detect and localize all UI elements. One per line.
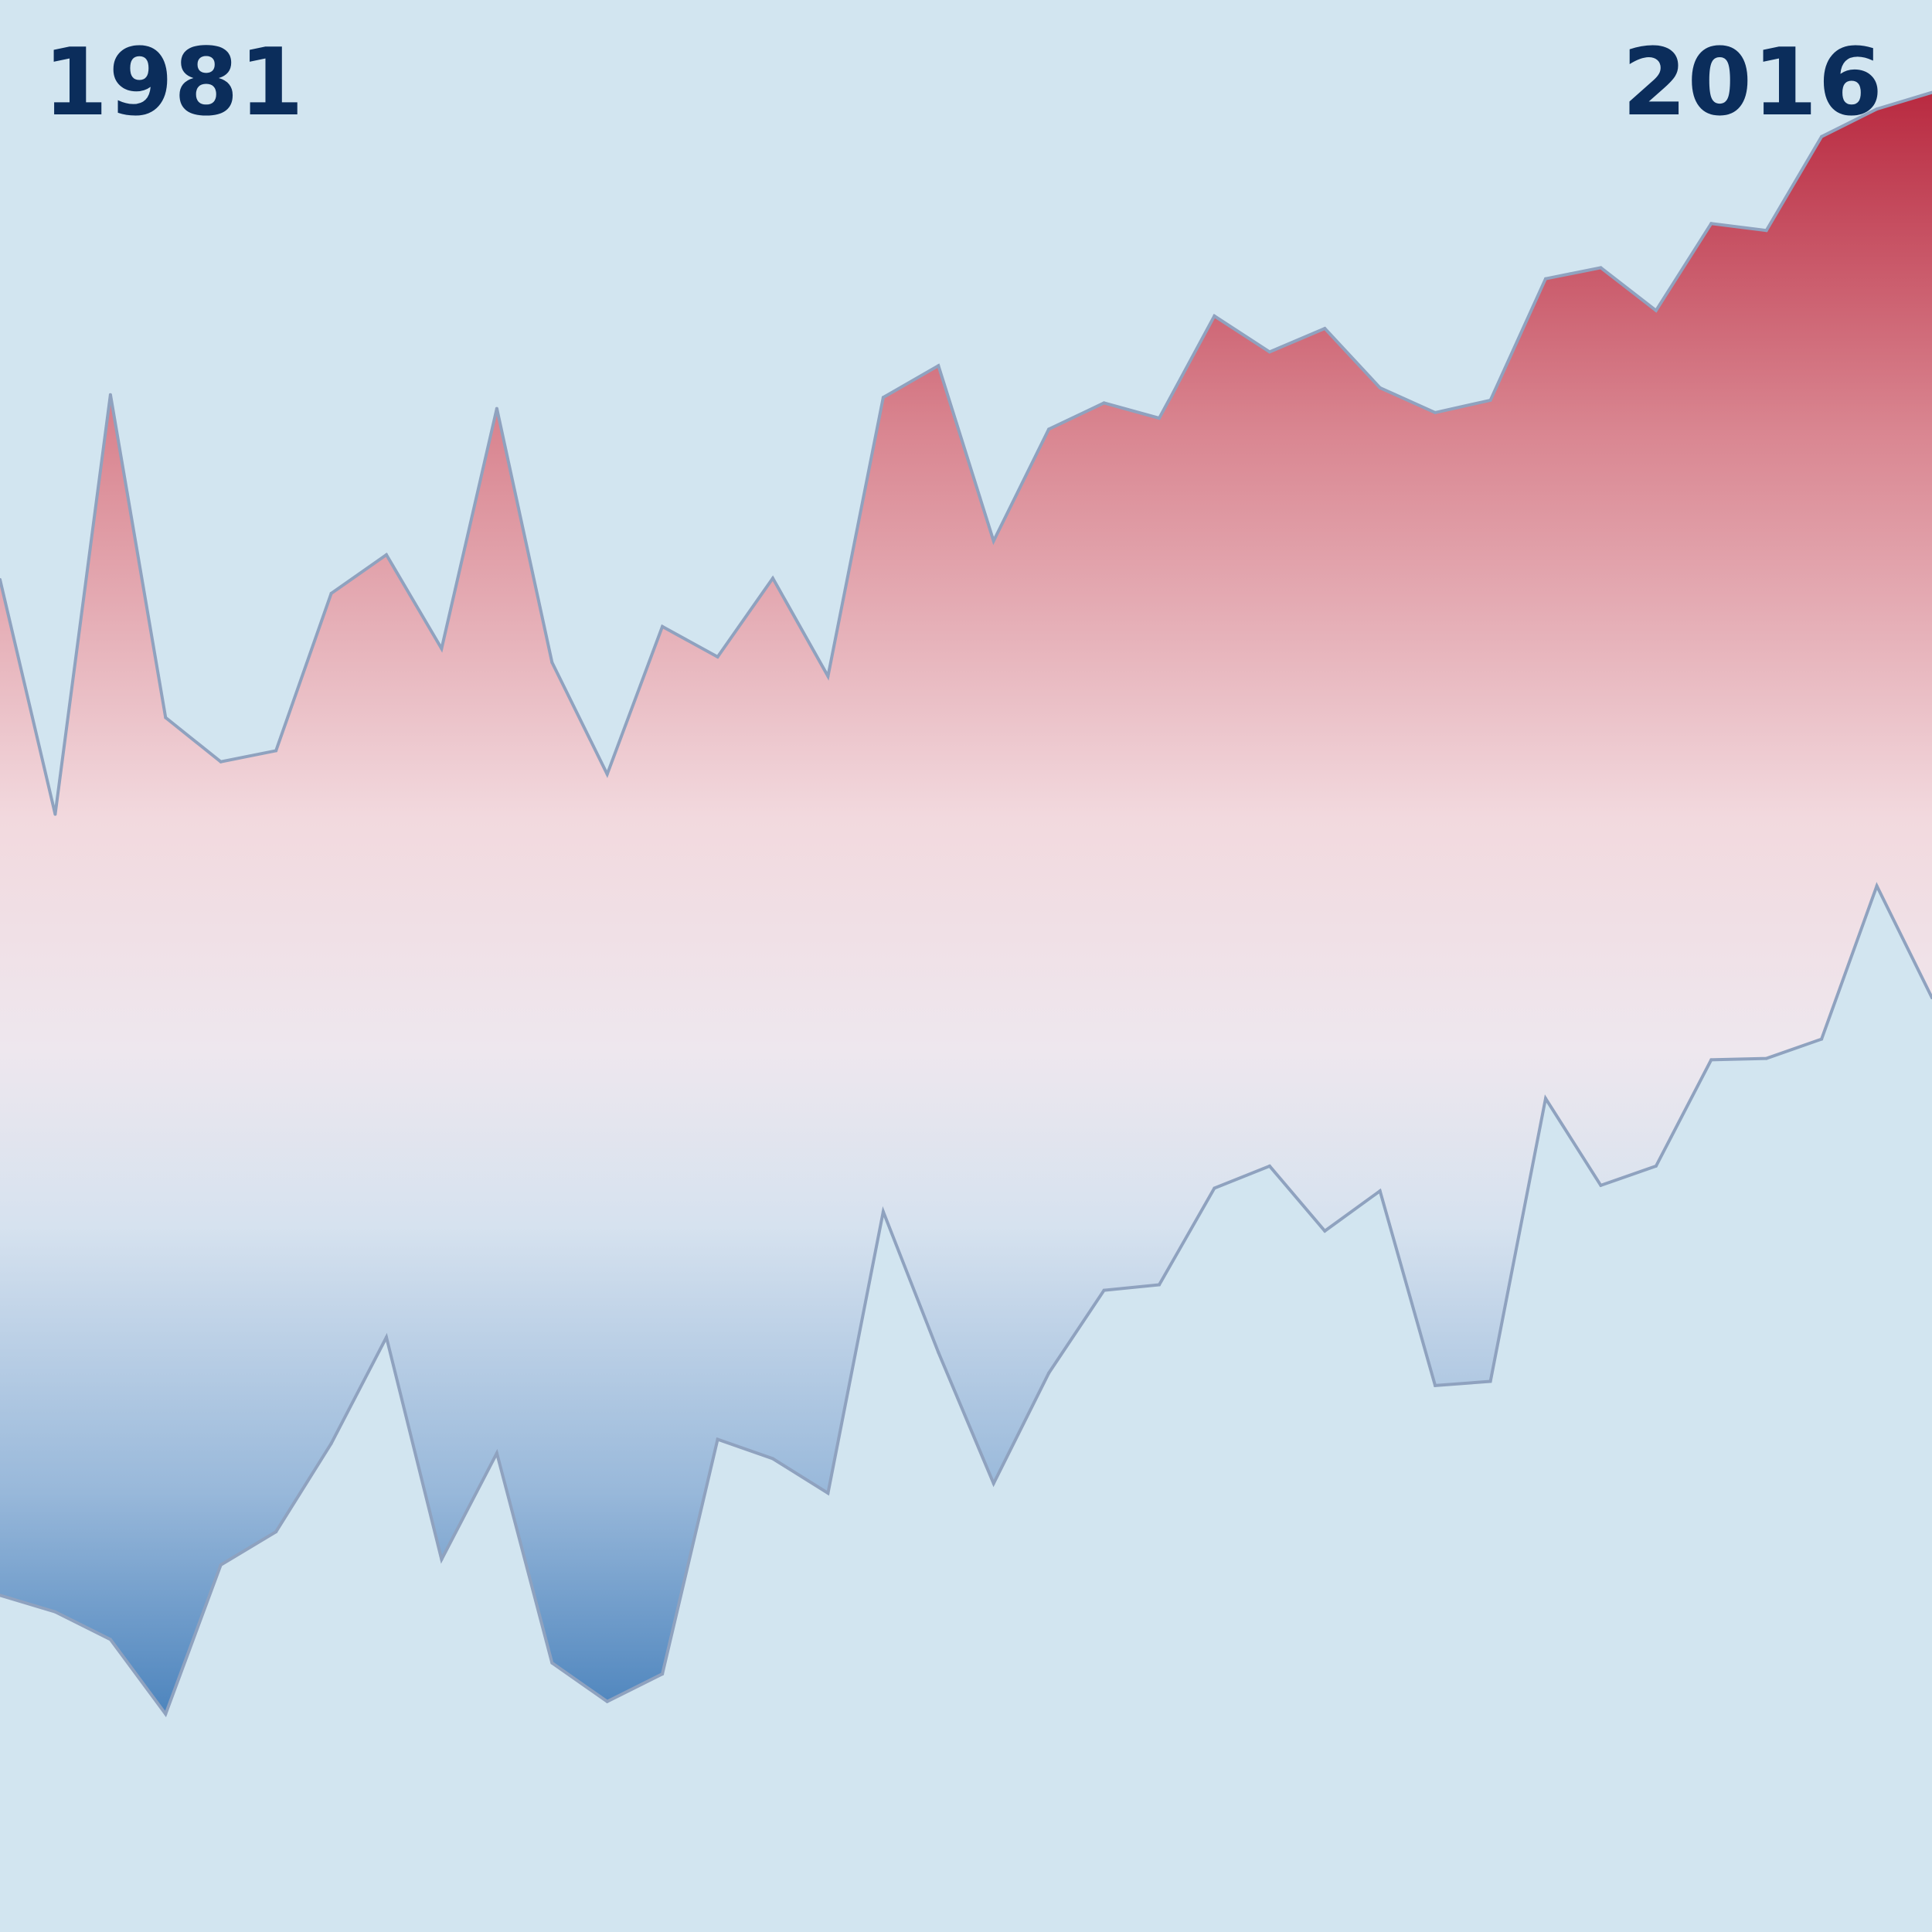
upper-point-2009 (1544, 277, 1547, 281)
lower-point-1985 (219, 1563, 223, 1566)
end-year-label: 2016 (1622, 29, 1883, 137)
upper-point-1994 (716, 655, 719, 658)
upper-series-line (0, 90, 1932, 815)
upper-point-1982 (53, 812, 57, 816)
upper-point-2010 (1599, 266, 1603, 270)
upper-point-2004 (1267, 350, 1271, 354)
upper-point-1989 (440, 647, 444, 651)
lower-point-2001 (1102, 1288, 1106, 1292)
lower-point-2007 (1434, 1383, 1437, 1387)
lower-point-1984 (164, 1712, 168, 1716)
upper-point-1998 (937, 364, 940, 368)
upper-point-2007 (1434, 410, 1437, 414)
lower-point-1981 (0, 1594, 2, 1597)
upper-point-2012 (1709, 222, 1713, 226)
lower-point-1991 (550, 1661, 554, 1665)
upper-point-2008 (1488, 398, 1492, 402)
upper-point-1981 (0, 578, 2, 581)
upper-point-2003 (1213, 314, 1216, 318)
lower-point-2010 (1599, 1183, 1603, 1187)
lower-point-2015 (1875, 884, 1879, 888)
lower-point-1995 (771, 1457, 774, 1461)
upper-point-1991 (550, 661, 554, 665)
lower-point-1988 (385, 1335, 388, 1339)
lower-point-1992 (605, 1699, 609, 1703)
upper-point-1992 (605, 772, 609, 776)
lower-point-1994 (716, 1437, 719, 1441)
lower-point-2013 (1764, 1056, 1768, 1060)
upper-point-1997 (881, 396, 885, 400)
lower-point-1990 (495, 1451, 498, 1455)
lower-point-2012 (1709, 1058, 1713, 1062)
upper-point-2005 (1323, 327, 1327, 330)
lower-point-1993 (661, 1672, 665, 1676)
lower-point-1989 (440, 1557, 444, 1561)
lower-point-2000 (1047, 1371, 1051, 1375)
upper-point-1993 (661, 624, 665, 628)
upper-point-1985 (219, 760, 223, 764)
lower-point-1999 (992, 1481, 995, 1485)
lower-point-2004 (1267, 1164, 1271, 1168)
upper-point-1987 (329, 591, 333, 595)
upper-point-1984 (164, 716, 168, 719)
upper-point-2014 (1820, 134, 1824, 138)
upper-point-1996 (826, 675, 830, 678)
lower-point-2014 (1820, 1037, 1824, 1041)
upper-point-2000 (1047, 427, 1051, 431)
lower-point-1983 (108, 1638, 112, 1641)
upper-point-2013 (1764, 229, 1768, 233)
lower-series-line (0, 882, 1932, 1718)
upper-point-1986 (274, 749, 278, 753)
lower-point-1998 (937, 1351, 940, 1354)
upper-point-2002 (1158, 417, 1161, 420)
upper-point-2015 (1875, 107, 1879, 111)
lower-point-1997 (881, 1209, 885, 1213)
upper-point-2006 (1378, 386, 1382, 389)
lower-point-2008 (1488, 1379, 1492, 1383)
upper-point-2011 (1654, 308, 1658, 312)
upper-point-1999 (992, 539, 995, 543)
upper-point-1990 (495, 406, 498, 410)
lower-point-2002 (1158, 1283, 1161, 1287)
start-year-label: 1981 (43, 29, 304, 137)
upper-point-1988 (385, 553, 388, 556)
lower-point-2005 (1323, 1229, 1327, 1233)
temperature-band-area (0, 92, 1932, 1714)
data-points (0, 90, 1932, 1716)
lower-point-2011 (1654, 1164, 1658, 1168)
upper-point-1983 (108, 393, 112, 396)
lower-point-1982 (53, 1610, 57, 1614)
upper-point-1995 (771, 577, 774, 580)
lower-point-1987 (329, 1441, 333, 1445)
lower-point-1996 (826, 1492, 830, 1495)
upper-point-2001 (1102, 401, 1106, 405)
lower-point-2006 (1378, 1189, 1382, 1193)
lower-point-2009 (1544, 1097, 1547, 1100)
lower-point-2003 (1213, 1186, 1216, 1190)
lower-point-1986 (274, 1530, 278, 1534)
